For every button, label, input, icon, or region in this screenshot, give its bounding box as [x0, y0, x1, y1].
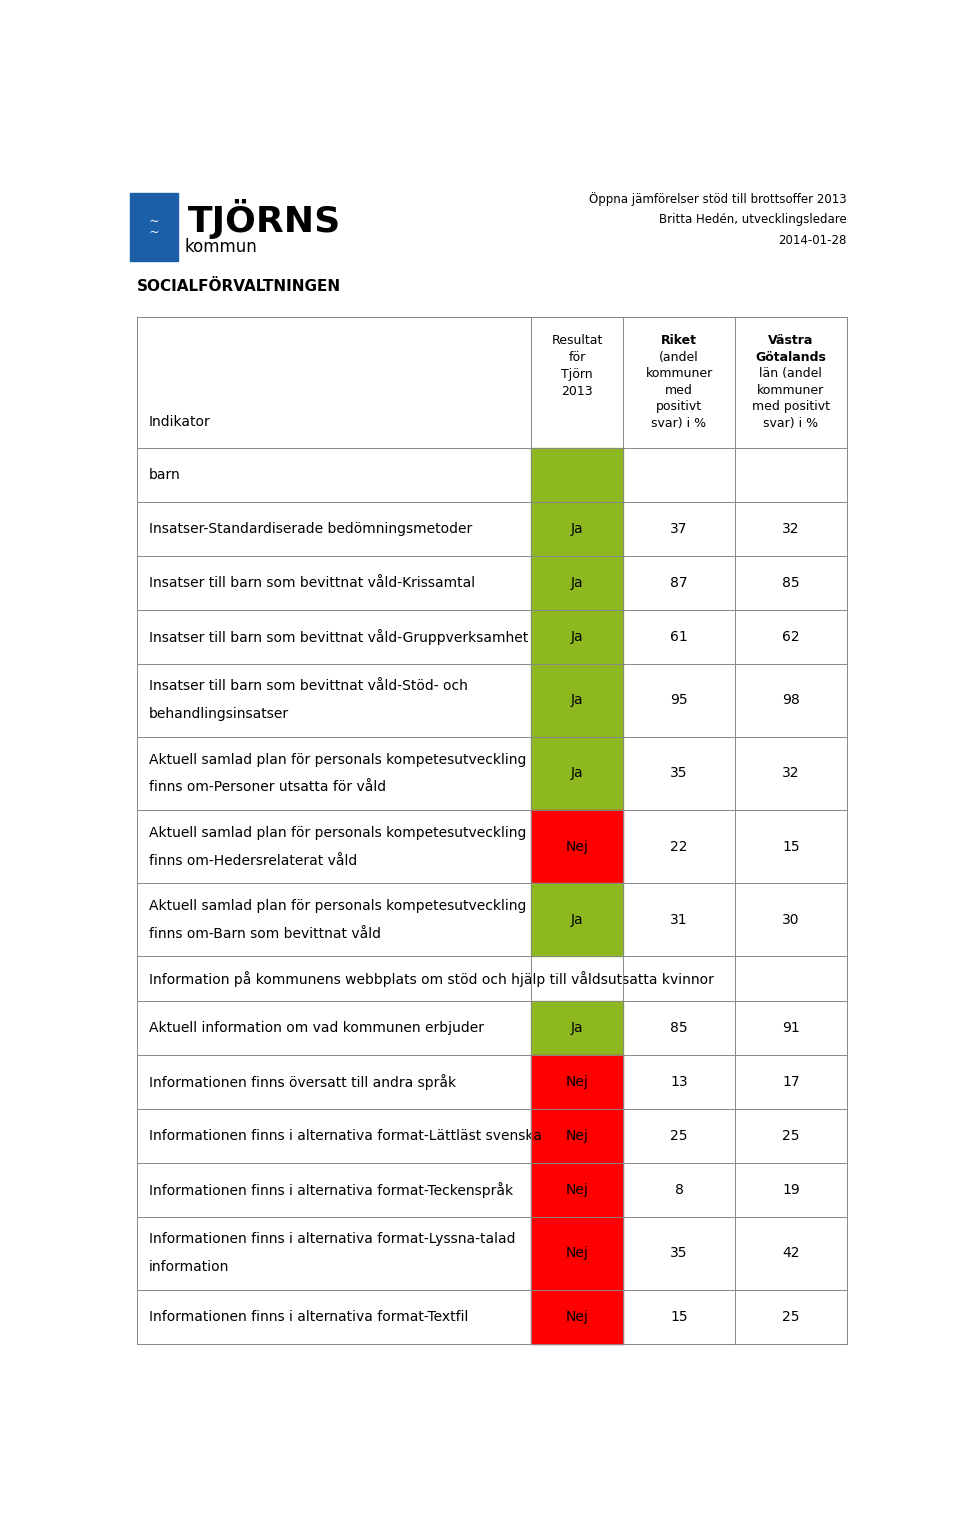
Text: finns om-Barn som bevittnat våld: finns om-Barn som bevittnat våld	[149, 926, 381, 940]
Text: 35: 35	[670, 767, 687, 780]
Text: Insatser till barn som bevittnat våld-Krissamtal: Insatser till barn som bevittnat våld-Kr…	[149, 576, 475, 590]
Text: finns om-Hedersrelaterat våld: finns om-Hedersrelaterat våld	[149, 853, 357, 867]
Bar	[130, 193, 179, 262]
Text: med: med	[665, 383, 693, 397]
Text: 25: 25	[782, 1310, 800, 1323]
Text: Ja: Ja	[571, 913, 584, 926]
Text: Indikator: Indikator	[149, 415, 210, 429]
Text: (andel: (andel	[660, 351, 699, 364]
Text: svar) i %: svar) i %	[763, 417, 819, 430]
Text: 25: 25	[782, 1129, 800, 1142]
Text: Nej: Nej	[565, 1246, 588, 1261]
Text: för: för	[568, 351, 586, 364]
Text: Götalands: Götalands	[756, 351, 827, 364]
Text: barn: barn	[149, 468, 180, 482]
Text: TJÖRNS: TJÖRNS	[187, 199, 341, 239]
Text: Tjörn: Tjörn	[562, 368, 593, 382]
Bar	[531, 1162, 623, 1217]
Text: 13: 13	[670, 1075, 688, 1089]
Bar	[531, 1109, 623, 1162]
Text: kommun: kommun	[184, 237, 257, 256]
Text: Ja: Ja	[571, 576, 584, 590]
Text: Nej: Nej	[565, 1183, 588, 1197]
Text: Informationen finns översatt till andra språk: Informationen finns översatt till andra …	[149, 1074, 456, 1091]
Text: information: information	[149, 1259, 229, 1275]
Text: positivt: positivt	[656, 400, 702, 414]
Bar	[531, 610, 623, 663]
Text: Insatser till barn som bevittnat våld-Gruppverksamhet: Insatser till barn som bevittnat våld-Gr…	[149, 628, 528, 645]
Text: behandlingsinsatser: behandlingsinsatser	[149, 707, 289, 721]
Text: med positivt: med positivt	[752, 400, 829, 414]
Text: Britta Hedén, utvecklingsledare: Britta Hedén, utvecklingsledare	[660, 213, 847, 227]
Text: 25: 25	[670, 1129, 687, 1142]
Bar	[531, 1056, 623, 1109]
Bar	[531, 736, 623, 811]
Text: 31: 31	[670, 913, 688, 926]
Bar	[531, 502, 623, 557]
Text: Information på kommunens webbplats om stöd och hjälp till våldsutsatta kvinnor: Information på kommunens webbplats om st…	[149, 970, 713, 987]
Text: Nej: Nej	[565, 1310, 588, 1323]
Text: Nej: Nej	[565, 1075, 588, 1089]
Text: Ja: Ja	[571, 1021, 584, 1034]
Text: Västra: Västra	[768, 335, 813, 347]
Text: 91: 91	[782, 1021, 800, 1034]
Text: Öppna jämförelser stöd till brottsoffer 2013: Öppna jämförelser stöd till brottsoffer …	[589, 193, 847, 207]
Text: 2014-01-28: 2014-01-28	[779, 234, 847, 246]
Text: 62: 62	[782, 630, 800, 643]
Text: finns om-Personer utsatta för våld: finns om-Personer utsatta för våld	[149, 780, 386, 794]
Text: 98: 98	[782, 694, 800, 707]
Text: 17: 17	[782, 1075, 800, 1089]
Text: 19: 19	[782, 1183, 800, 1197]
Text: SOCIALFÖRVALTNINGEN: SOCIALFÖRVALTNINGEN	[137, 278, 341, 294]
Text: 85: 85	[670, 1021, 688, 1034]
Text: 42: 42	[782, 1246, 800, 1261]
Text: 95: 95	[670, 694, 688, 707]
Bar	[531, 884, 623, 957]
Text: Ja: Ja	[571, 522, 584, 535]
Bar	[531, 557, 623, 610]
Text: Nej: Nej	[565, 1129, 588, 1142]
Text: 30: 30	[782, 913, 800, 926]
Text: 2013: 2013	[562, 385, 593, 399]
Text: 8: 8	[675, 1183, 684, 1197]
Text: 35: 35	[670, 1246, 687, 1261]
Text: Informationen finns i alternativa format-Lyssna-talad: Informationen finns i alternativa format…	[149, 1232, 516, 1246]
Text: Insatser-Standardiserade bedömningsmetoder: Insatser-Standardiserade bedömningsmetod…	[149, 522, 472, 535]
Text: kommuner: kommuner	[757, 383, 825, 397]
Bar	[531, 449, 623, 502]
Bar	[531, 1217, 623, 1290]
Text: Ja: Ja	[571, 630, 584, 643]
Text: Riket: Riket	[661, 335, 697, 347]
Text: Insatser till barn som bevittnat våld-Stöd- och: Insatser till barn som bevittnat våld-St…	[149, 680, 468, 694]
Text: 15: 15	[782, 840, 800, 853]
Text: Aktuell samlad plan för personals kompetesutveckling: Aktuell samlad plan för personals kompet…	[149, 753, 526, 767]
Text: Ja: Ja	[571, 767, 584, 780]
Text: Aktuell information om vad kommunen erbjuder: Aktuell information om vad kommunen erbj…	[149, 1021, 484, 1034]
Text: 15: 15	[670, 1310, 688, 1323]
Bar	[531, 1001, 623, 1056]
Text: ~
~: ~ ~	[149, 214, 159, 239]
Text: 85: 85	[782, 576, 800, 590]
Text: Informationen finns i alternativa format-Teckenspråk: Informationen finns i alternativa format…	[149, 1182, 513, 1197]
Text: 32: 32	[782, 522, 800, 535]
Bar	[531, 811, 623, 884]
Bar	[531, 663, 623, 736]
Text: Aktuell samlad plan för personals kompetesutveckling: Aktuell samlad plan för personals kompet…	[149, 826, 526, 840]
Text: Resultat: Resultat	[551, 335, 603, 347]
Text: Informationen finns i alternativa format-Textfil: Informationen finns i alternativa format…	[149, 1310, 468, 1323]
Text: Aktuell samlad plan för personals kompetesutveckling: Aktuell samlad plan för personals kompet…	[149, 899, 526, 913]
Text: 61: 61	[670, 630, 688, 643]
Text: 37: 37	[670, 522, 687, 535]
Text: svar) i %: svar) i %	[652, 417, 707, 430]
Text: län (andel: län (andel	[759, 367, 823, 380]
Text: Nej: Nej	[565, 840, 588, 853]
Text: Ja: Ja	[571, 694, 584, 707]
Text: Informationen finns i alternativa format-Lättläst svenska: Informationen finns i alternativa format…	[149, 1129, 541, 1142]
Text: 87: 87	[670, 576, 688, 590]
Bar	[531, 1290, 623, 1343]
Text: kommuner: kommuner	[645, 367, 712, 380]
Text: 32: 32	[782, 767, 800, 780]
Text: 22: 22	[670, 840, 687, 853]
